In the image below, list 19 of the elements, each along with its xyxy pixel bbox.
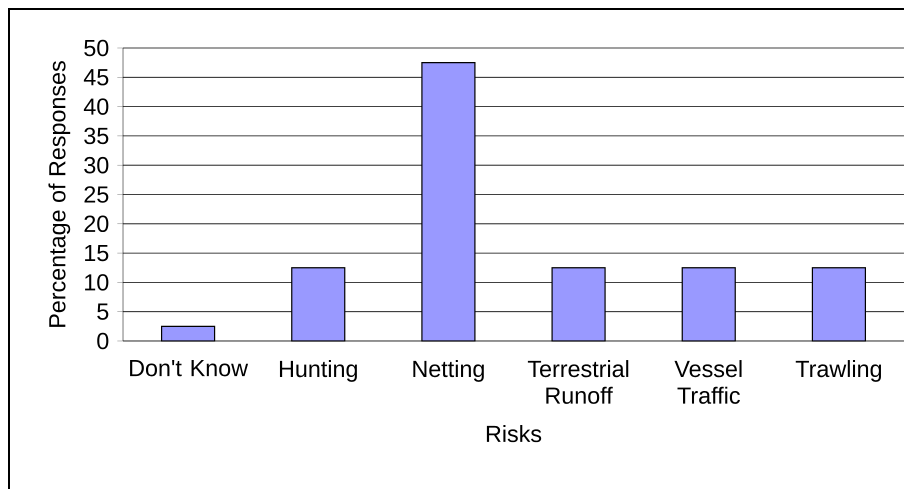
y-tick-label: 35 [84,128,108,144]
y-tick-label: 10 [85,274,108,291]
y-tick-label: 0 [97,332,108,350]
x-tick-label: Trawling [796,360,882,382]
x-tick-label: Don't Know [130,360,248,376]
x-tick-label: Terrestrial Runoff [528,360,628,404]
y-tick-label: 25 [84,186,108,203]
x-tick-label: Vessel Traffic [674,360,742,404]
y-tick-label: 45 [84,69,108,86]
y-tick-label: 50 [84,40,108,56]
x-tick-label: Netting [413,360,484,382]
y-tick-label: 20 [84,216,108,232]
x-tick-label: Hunting [280,360,357,382]
y-tick-label: 40 [84,98,108,115]
x-axis-title: Risks [486,425,542,442]
y-tick-label: 5 [97,304,108,320]
y-axis-title: Percentage of Responses [48,61,70,327]
y-tick-label: 30 [84,156,108,174]
y-tick-label: 15 [85,244,108,262]
